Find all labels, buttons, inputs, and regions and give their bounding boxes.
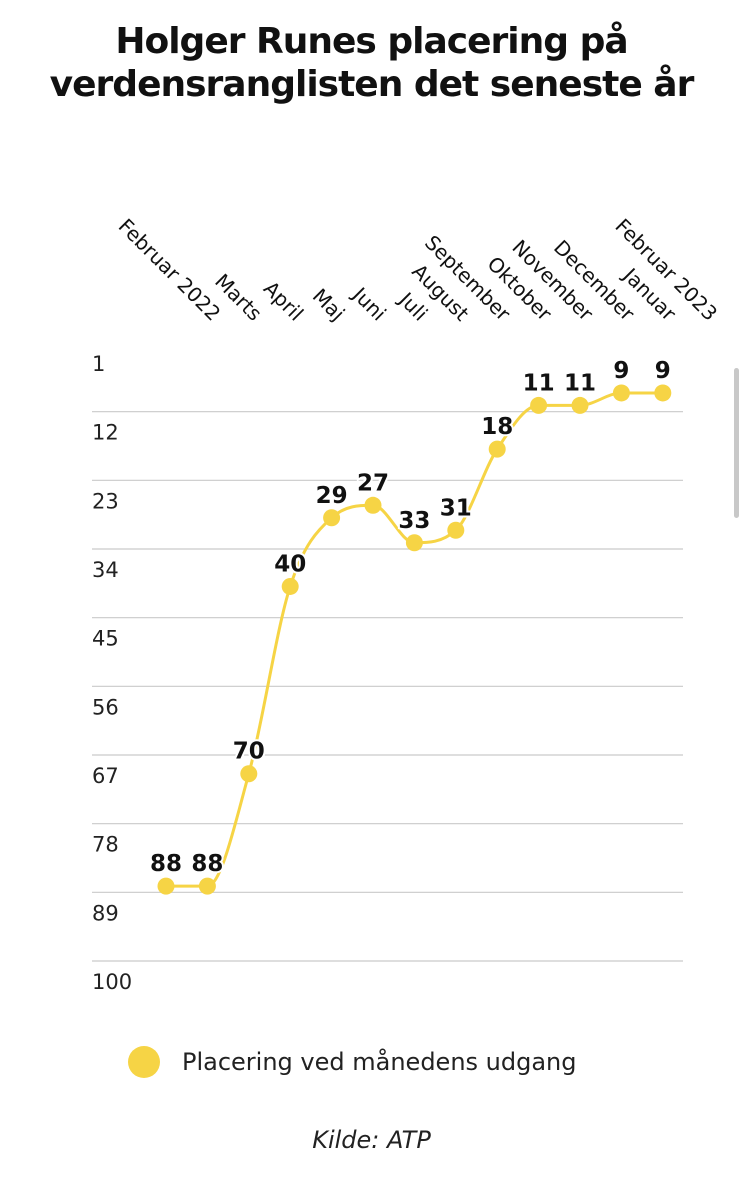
- data-point: [530, 396, 548, 414]
- y-tick-label: 56: [92, 695, 119, 719]
- legend: Placering ved månedens udgang: [128, 1040, 577, 1084]
- data-label: 9: [613, 358, 629, 384]
- data-point: [612, 384, 630, 402]
- scrollbar[interactable]: [734, 368, 739, 518]
- data-label: 29: [316, 483, 348, 509]
- x-tick-label: Februar 2022: [114, 214, 226, 326]
- legend-marker: [128, 1046, 160, 1078]
- y-tick-label: 45: [92, 627, 119, 651]
- x-tick-label: Maj: [308, 284, 350, 326]
- y-tick-label: 67: [92, 764, 119, 788]
- data-point: [571, 396, 589, 414]
- y-tick-label: 100: [92, 970, 132, 994]
- data-point: [198, 877, 216, 895]
- data-point: [240, 765, 258, 783]
- line-chart: 1 12 23 34 45 56 67 78 89 100 Februar 2022MartsApr…: [92, 214, 722, 994]
- y-tick-label: 89: [92, 901, 119, 925]
- data-label: 33: [398, 508, 430, 534]
- data-label: 11: [523, 370, 555, 396]
- y-tick-label: 34: [92, 558, 119, 582]
- y-tick-label: 78: [92, 833, 119, 857]
- data-label: 88: [191, 851, 223, 877]
- source-note: Kilde: ATP: [312, 1126, 431, 1154]
- series-line: [164, 391, 665, 888]
- y-tick-label: 23: [92, 489, 119, 513]
- data-label: 70: [233, 739, 265, 765]
- data-label: 11: [564, 370, 596, 396]
- data-label: 9: [655, 358, 671, 384]
- legend-label: Placering ved månedens udgang: [182, 1048, 577, 1076]
- y-tick-label: 1: [92, 352, 105, 376]
- data-point: [323, 509, 341, 527]
- data-point: [405, 534, 423, 552]
- data-label: 40: [274, 551, 306, 577]
- data-label: 88: [150, 851, 182, 877]
- x-tick-label: Juni: [347, 281, 391, 325]
- data-point: [157, 877, 175, 895]
- data-point: [447, 521, 465, 539]
- data-point: [281, 577, 299, 595]
- x-tick-label: April: [259, 276, 308, 325]
- data-point: [364, 496, 382, 514]
- data-point: [488, 440, 506, 458]
- x-tick-label: Marts: [210, 269, 267, 326]
- chart-title: Holger Runes placering på verdensranglis…: [49, 21, 695, 105]
- data-label: 27: [357, 470, 389, 496]
- data-point: [654, 384, 672, 402]
- y-tick-label: 12: [92, 421, 119, 445]
- data-label: 31: [440, 495, 472, 521]
- data-label: 18: [481, 414, 513, 440]
